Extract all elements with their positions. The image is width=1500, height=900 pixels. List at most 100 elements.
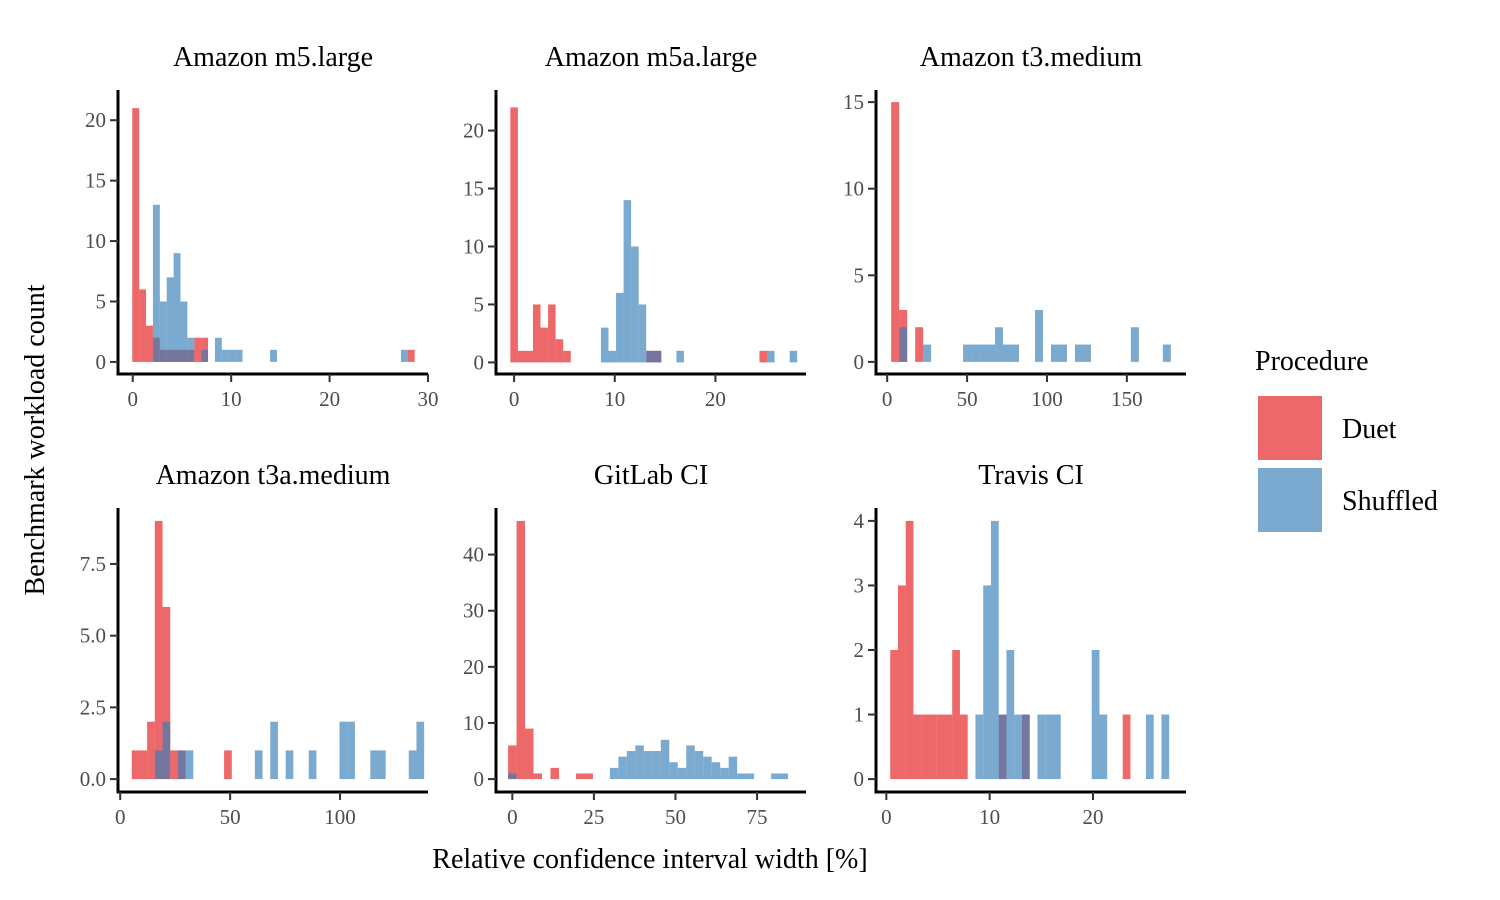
bar-duet bbox=[891, 102, 900, 362]
bar-shuffled bbox=[971, 344, 980, 362]
y-tick-label: 1 bbox=[854, 703, 865, 727]
x-axis-title: Relative confidence interval width [%] bbox=[432, 844, 867, 875]
bar-duet bbox=[508, 745, 517, 780]
bar-shuffled bbox=[1037, 714, 1046, 780]
bar-shuffled bbox=[963, 344, 972, 362]
bar-shuffled bbox=[1050, 344, 1059, 362]
bar-duet bbox=[517, 350, 526, 363]
y-tick-label: 20 bbox=[85, 108, 106, 132]
bar-shuffled bbox=[1003, 344, 1012, 362]
bar-shuffled bbox=[635, 745, 644, 780]
bar-shuffled bbox=[1006, 650, 1015, 780]
bar-duet bbox=[170, 750, 178, 780]
bar-duet bbox=[132, 108, 140, 362]
bar-shuffled bbox=[1052, 714, 1061, 780]
bar-shuffled bbox=[643, 751, 653, 780]
bar-shuffled bbox=[1011, 344, 1020, 362]
x-tick-label: 0 bbox=[881, 805, 892, 829]
bar-shuffled bbox=[703, 756, 712, 780]
bar-duet bbox=[533, 773, 543, 780]
bar-shuffled bbox=[990, 520, 999, 780]
bar-shuffled bbox=[998, 714, 1007, 780]
x-tick-label: 50 bbox=[220, 805, 241, 829]
x-tick-label: 100 bbox=[324, 805, 356, 829]
y-tick-label: 15 bbox=[843, 90, 864, 114]
bar-shuffled bbox=[1091, 650, 1100, 780]
histogram-bars bbox=[890, 520, 1170, 780]
x-tick-label: 100 bbox=[1031, 387, 1063, 411]
y-tick-label: 20 bbox=[463, 655, 484, 679]
bar-shuffled bbox=[308, 750, 317, 780]
bar-duet bbox=[913, 714, 922, 780]
bar-shuffled bbox=[270, 349, 277, 362]
bar-duet bbox=[905, 520, 914, 780]
bar-duet bbox=[548, 304, 556, 363]
x-tick-label: 20 bbox=[319, 387, 340, 411]
bar-duet bbox=[1122, 714, 1131, 780]
bar-shuffled bbox=[720, 767, 729, 780]
y-tick-label: 4 bbox=[854, 509, 865, 533]
bar-duet bbox=[146, 325, 153, 362]
bar-shuffled bbox=[609, 767, 619, 780]
bar-shuffled bbox=[638, 304, 647, 363]
bar-shuffled bbox=[154, 750, 163, 780]
bar-shuffled bbox=[177, 750, 186, 780]
bar-shuffled bbox=[975, 714, 984, 780]
bar-shuffled bbox=[180, 301, 188, 362]
bar-duet bbox=[555, 339, 564, 363]
bar-shuffled bbox=[235, 349, 243, 362]
bar-duet bbox=[139, 750, 148, 780]
panel-gitlab-ci: GitLab CI 0 10 20 30 40 0 25 50 75 bbox=[463, 460, 806, 829]
bar-shuffled bbox=[728, 756, 738, 780]
bar-shuffled bbox=[660, 739, 670, 780]
bar-duet bbox=[516, 520, 526, 780]
x-tick-label: 20 bbox=[705, 387, 726, 411]
y-tick-label: 15 bbox=[463, 177, 484, 201]
bar-shuffled bbox=[616, 292, 624, 363]
legend-title: Procedure bbox=[1255, 346, 1369, 377]
y-tick-label: 0 bbox=[854, 767, 865, 791]
bar-shuffled bbox=[508, 773, 517, 780]
y-tick-label: 10 bbox=[463, 234, 484, 258]
bar-duet bbox=[540, 327, 549, 363]
bar-shuffled bbox=[1099, 714, 1108, 780]
bar-shuffled bbox=[370, 750, 378, 780]
bar-shuffled bbox=[789, 350, 798, 363]
histogram-bars bbox=[510, 107, 798, 363]
panel-title: Travis CI bbox=[978, 460, 1084, 491]
panel-travis-ci: Travis CI 0 1 2 3 4 0 10 20 bbox=[854, 460, 1186, 829]
bar-shuffled bbox=[166, 277, 174, 362]
y-tick-label: 30 bbox=[463, 599, 484, 623]
y-tick-label: 10 bbox=[85, 229, 106, 253]
y-tick-label: 5 bbox=[96, 289, 107, 313]
histogram-bars bbox=[891, 102, 1171, 362]
bar-shuffled bbox=[185, 750, 194, 780]
bar-duet bbox=[162, 606, 171, 780]
y-tick-label: 2.5 bbox=[80, 695, 106, 719]
x-tick-label: 30 bbox=[418, 387, 439, 411]
bar-shuffled bbox=[1021, 714, 1030, 780]
x-tick-label: 50 bbox=[957, 387, 978, 411]
y-tick-label: 3 bbox=[854, 573, 865, 597]
y-tick-label: 2 bbox=[854, 638, 865, 662]
bar-shuffled bbox=[983, 585, 991, 780]
y-tick-label: 7.5 bbox=[80, 552, 106, 576]
bar-shuffled bbox=[779, 773, 789, 780]
panel-amazon-m5-large: Amazon m5.large 0 5 10 15 20 0 10 20 30 bbox=[85, 42, 439, 411]
bar-shuffled bbox=[159, 301, 167, 362]
y-tick-label: 5 bbox=[854, 263, 865, 287]
y-tick-label: 40 bbox=[463, 543, 484, 567]
panel-amazon-t3a-medium: Amazon t3a.medium 0.0 2.5 5.0 7.5 0 50 100 bbox=[80, 460, 428, 829]
bar-duet bbox=[897, 585, 906, 780]
bar-shuffled bbox=[979, 344, 988, 362]
bar-shuffled bbox=[745, 773, 755, 780]
bar-duet bbox=[915, 327, 924, 362]
bar-duet bbox=[194, 337, 202, 362]
bar-duet bbox=[890, 650, 898, 780]
y-tick-label: 20 bbox=[463, 119, 484, 143]
x-tick-label: 25 bbox=[583, 805, 604, 829]
bar-shuffled bbox=[270, 721, 278, 780]
legend-label-shuffled: Shuffled bbox=[1342, 486, 1438, 517]
bar-shuffled bbox=[1145, 714, 1154, 780]
